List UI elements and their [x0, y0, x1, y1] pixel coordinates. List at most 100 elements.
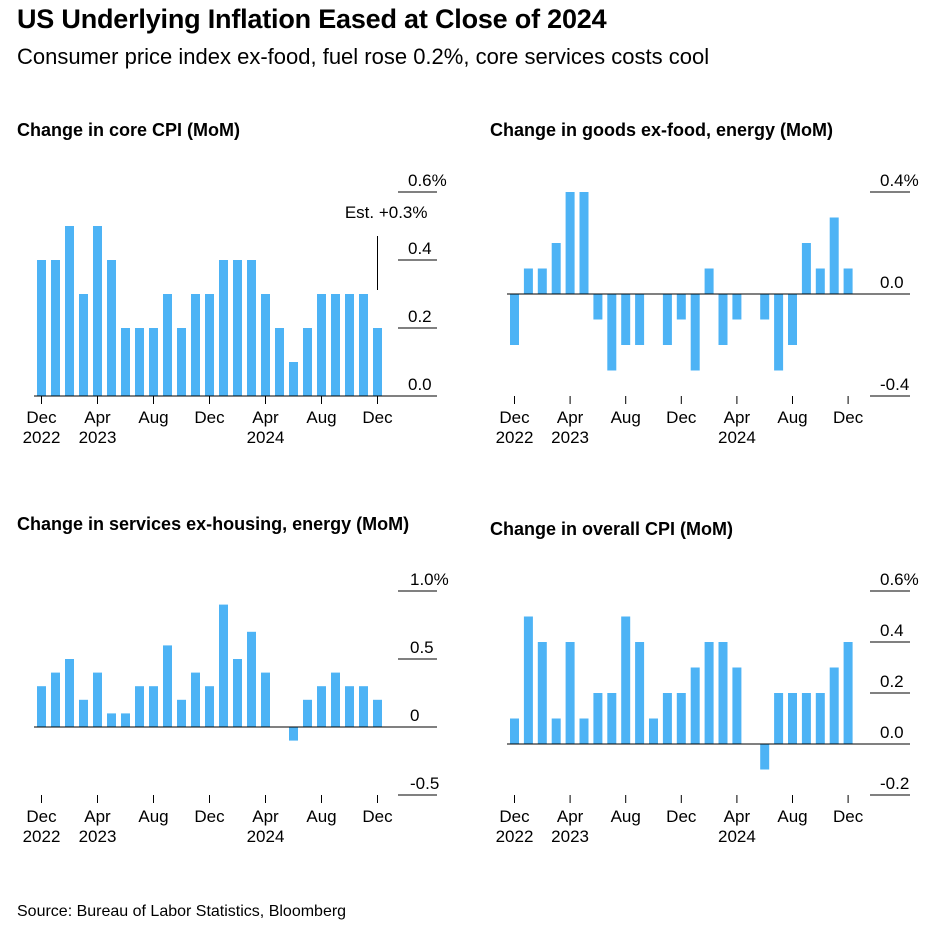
x-tick-year-1-1: 2023: [551, 428, 589, 447]
bar-3-1: [523, 616, 533, 744]
bar-3-13: [690, 667, 700, 744]
bar-2-2: [65, 659, 74, 727]
y-tick-label-2-2: 0.5: [410, 638, 434, 657]
bar-2-16: [261, 672, 270, 727]
x-tick-label-0-2: Aug: [138, 408, 168, 427]
bar-3-21: [801, 693, 811, 744]
x-tick-year-3-4: 2024: [718, 827, 756, 846]
y-tick-label-3-3: 0.4: [880, 621, 904, 640]
annotation-label-0: Est. +0.3%: [345, 203, 428, 222]
y-tick-label-1-1: 0.0: [880, 273, 904, 292]
bar-3-24: [843, 642, 853, 744]
x-tick-label-1-6: Dec: [833, 408, 864, 427]
bar-2-5: [107, 713, 116, 727]
bar-1-21: [801, 243, 811, 294]
x-tick-label-2-3: Dec: [194, 807, 225, 826]
bar-0-24: [373, 328, 382, 396]
bar-2-19: [303, 699, 312, 727]
bar-2-3: [79, 699, 88, 727]
x-tick-year-2-0: 2022: [23, 827, 61, 846]
x-tick-label-3-6: Dec: [833, 807, 864, 826]
y-tick-label-0-1: 0.2: [408, 307, 432, 326]
bar-2-18: [289, 727, 298, 741]
bar-1-6: [593, 294, 603, 320]
bar-3-22: [815, 693, 825, 744]
bar-0-13: [219, 260, 228, 396]
x-tick-label-2-2: Aug: [138, 807, 168, 826]
bar-1-16: [732, 294, 742, 320]
bar-3-16: [732, 667, 742, 744]
bar-2-6: [121, 713, 130, 727]
bar-2-4: [93, 672, 102, 727]
x-tick-label-2-6: Dec: [362, 807, 393, 826]
x-tick-label-1-1: Apr: [557, 408, 584, 427]
bar-2-8: [149, 686, 158, 727]
y-tick-label-1-0: -0.4: [880, 375, 909, 394]
bar-1-9: [635, 294, 645, 345]
bar-1-7: [607, 294, 617, 371]
bar-3-15: [718, 642, 728, 744]
bar-3-10: [649, 718, 658, 744]
x-tick-label-3-5: Aug: [777, 807, 807, 826]
bar-1-14: [704, 268, 714, 294]
bar-2-20: [317, 686, 326, 727]
x-tick-year-1-4: 2024: [718, 428, 756, 447]
bar-3-12: [676, 693, 686, 744]
page-title: US Underlying Inflation Eased at Close o…: [17, 4, 607, 34]
x-tick-label-1-2: Aug: [611, 408, 641, 427]
bar-1-18: [760, 294, 770, 320]
panel-title-core-cpi: Change in core CPI (MoM): [17, 120, 241, 140]
x-tick-year-1-0: 2022: [496, 428, 534, 447]
x-tick-label-1-4: Apr: [724, 408, 751, 427]
bar-3-3: [551, 718, 561, 744]
x-tick-label-0-1: Apr: [84, 408, 111, 427]
x-tick-label-2-1: Apr: [84, 807, 111, 826]
bar-2-7: [135, 686, 144, 727]
x-tick-year-3-0: 2022: [496, 827, 534, 846]
bar-3-5: [579, 718, 589, 744]
x-tick-year-3-1: 2023: [551, 827, 589, 846]
bar-0-11: [191, 294, 200, 396]
y-tick-label-0-2: 0.4: [408, 239, 432, 258]
bar-0-6: [121, 328, 130, 396]
x-tick-label-0-6: Dec: [362, 408, 393, 427]
bar-0-20: [317, 294, 326, 396]
bar-0-14: [233, 260, 242, 396]
x-tick-label-1-3: Dec: [666, 408, 697, 427]
y-tick-label-2-0: -0.5: [410, 774, 439, 793]
bar-2-24: [373, 699, 382, 727]
bar-0-2: [65, 226, 74, 396]
bar-2-9: [163, 645, 172, 727]
bar-0-21: [331, 294, 340, 396]
bar-1-2: [537, 268, 547, 294]
bar-1-24: [843, 268, 853, 294]
x-tick-label-1-5: Aug: [777, 408, 807, 427]
bar-3-7: [607, 693, 617, 744]
y-tick-label-0-0: 0.0: [408, 375, 432, 394]
bar-0-0: [37, 260, 46, 396]
bar-3-4: [565, 642, 575, 744]
bar-3-14: [704, 642, 714, 744]
x-tick-year-0-0: 2022: [23, 428, 61, 447]
x-tick-label-3-4: Apr: [724, 807, 751, 826]
bar-1-11: [662, 294, 672, 345]
x-tick-label-0-3: Dec: [194, 408, 225, 427]
x-tick-label-2-4: Apr: [252, 807, 279, 826]
x-tick-label-2-5: Aug: [306, 807, 336, 826]
bar-0-9: [163, 294, 172, 396]
bar-1-15: [718, 294, 728, 345]
bar-0-23: [359, 294, 368, 396]
bar-2-22: [345, 686, 354, 727]
panel-title-overall-cpi: Change in overall CPI (MoM): [490, 519, 734, 539]
x-tick-label-3-0: Dec: [499, 807, 530, 826]
bar-1-13: [690, 294, 700, 371]
page-subtitle: Consumer price index ex-food, fuel rose …: [17, 44, 710, 69]
bar-2-23: [359, 686, 368, 727]
bar-3-9: [635, 642, 645, 744]
bar-2-14: [233, 659, 242, 727]
bar-0-16: [261, 294, 270, 396]
bar-0-8: [149, 328, 158, 396]
y-tick-label-2-1: 0: [410, 706, 419, 725]
x-tick-label-0-4: Apr: [252, 408, 279, 427]
